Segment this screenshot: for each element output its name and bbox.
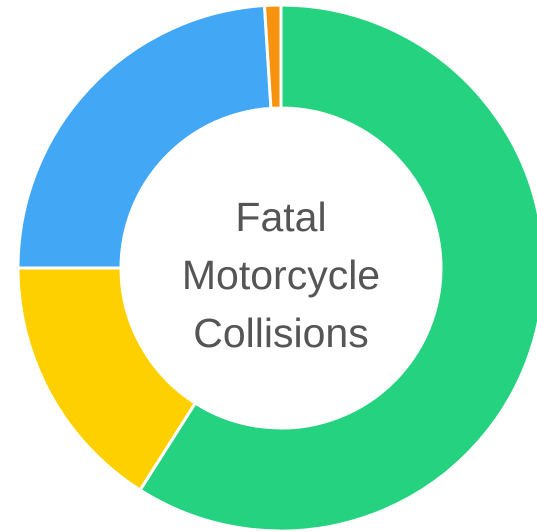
chart-title: Fatal Motorcycle Collisions [181, 194, 381, 356]
donut-segment [138, 3, 537, 532]
donut-segment [16, 3, 273, 270]
donut-segment [262, 3, 283, 110]
